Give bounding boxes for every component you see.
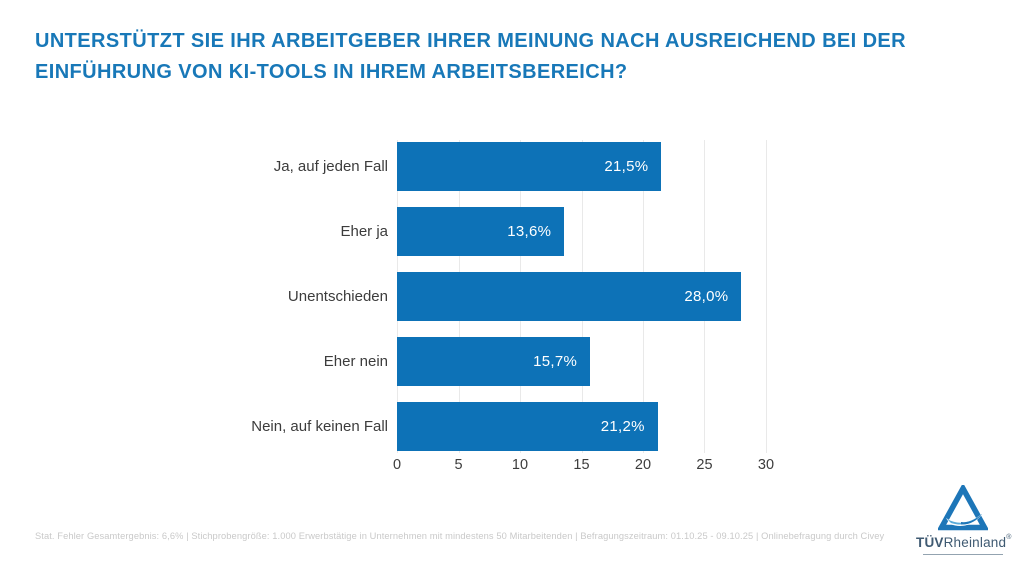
category-labels: Ja, auf jeden Fall Eher ja Unentschieden… xyxy=(0,140,388,453)
category-label: Eher ja xyxy=(340,223,388,240)
gridline xyxy=(766,140,767,453)
bar-value-label: 21,5% xyxy=(604,158,649,175)
tuv-triangle-icon xyxy=(938,485,988,531)
bar-row: 15,7% xyxy=(397,337,766,386)
bar-value-label: 28,0% xyxy=(684,288,729,305)
category-label: Ja, auf jeden Fall xyxy=(273,158,388,175)
x-axis-tick-label: 25 xyxy=(696,457,713,473)
category-label: Unentschieden xyxy=(287,288,388,305)
category-label: Eher nein xyxy=(323,353,388,370)
bar-value-label: 13,6% xyxy=(507,223,552,240)
logo-brand-regular: Rheinland xyxy=(943,535,1007,550)
bar: 15,7% xyxy=(397,337,591,386)
x-axis-tick-label: 0 xyxy=(392,457,402,473)
logo-brand-bold: TÜV xyxy=(916,535,944,550)
logo-brand-text: TÜVRheinland® xyxy=(916,533,1012,551)
x-axis-tick-label: 15 xyxy=(573,457,590,473)
bar: 28,0% xyxy=(397,272,742,321)
bar: 21,5% xyxy=(397,142,662,191)
bar-value-label: 21,2% xyxy=(600,418,645,435)
logo-divider xyxy=(923,554,1003,555)
bar-row: 13,6% xyxy=(397,207,766,256)
x-axis-tick-label: 10 xyxy=(511,457,529,473)
bar-chart-plot-area: 21,5% 13,6% 28,0% 15,7% 21,2% xyxy=(397,140,767,453)
chart-title-line-1: UNTERSTÜTZT SIE IHR ARBEITGEBER IHRER ME… xyxy=(35,30,906,52)
category-label: Nein, auf keinen Fall xyxy=(251,418,388,435)
bar-row: 28,0% xyxy=(397,272,766,321)
registered-mark: ® xyxy=(1006,533,1012,541)
footnote: Stat. Fehler Gesamtergebnis: 6,6% | Stic… xyxy=(35,531,885,541)
x-axis-tick-label: 30 xyxy=(757,457,775,473)
bar: 21,2% xyxy=(397,402,658,451)
chart-title-line-2: EINFÜHRUNG VON KI-TOOLS IN IHREM ARBEITS… xyxy=(35,61,628,83)
bar-value-label: 15,7% xyxy=(533,353,578,370)
x-axis-tick-label: 5 xyxy=(454,457,463,473)
bar-row: 21,2% xyxy=(397,402,766,451)
bar-row: 21,5% xyxy=(397,142,766,191)
bar: 13,6% xyxy=(397,207,565,256)
tuv-rheinland-logo: TÜVRheinland® xyxy=(916,485,1012,555)
chart-title: UNTERSTÜTZT SIE IHR ARBEITGEBER IHRER ME… xyxy=(35,26,985,88)
x-axis-tick-label: 20 xyxy=(634,457,652,473)
x-axis: 0 5 10 15 20 25 30 xyxy=(393,455,774,475)
